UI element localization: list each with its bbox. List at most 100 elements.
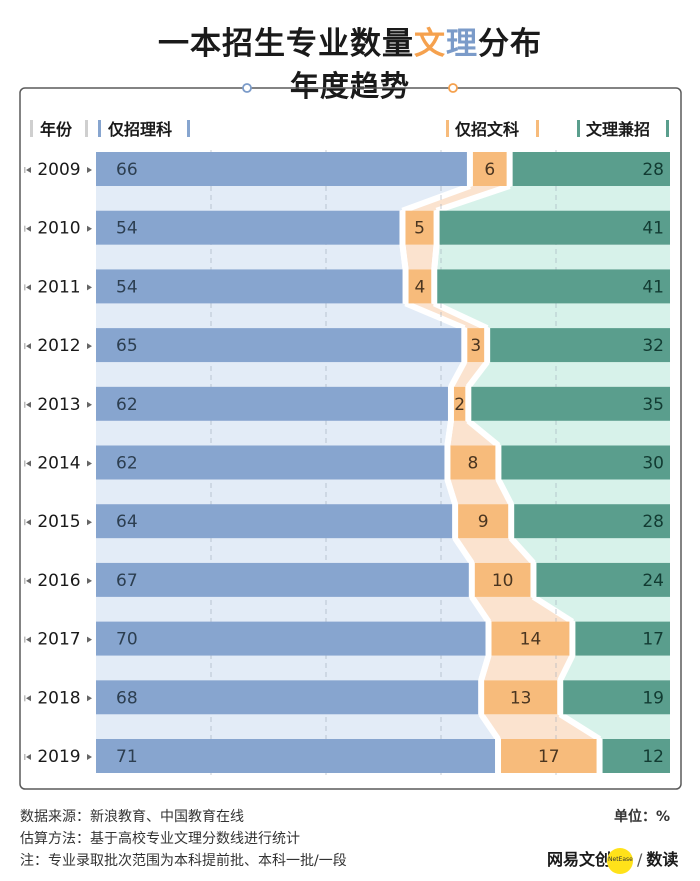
both-value-label: 28 bbox=[642, 512, 664, 532]
science-band bbox=[96, 538, 469, 563]
both-bar bbox=[602, 739, 670, 773]
both-bar bbox=[563, 680, 670, 715]
right-arrow-icon bbox=[87, 284, 92, 291]
year-label: 2019 bbox=[37, 747, 80, 767]
frame-dot-blue bbox=[242, 83, 252, 93]
right-arrow-icon bbox=[87, 519, 92, 526]
science-value-label: 54 bbox=[116, 219, 138, 239]
both-band bbox=[563, 655, 670, 681]
science-bar bbox=[96, 621, 486, 656]
both-bar bbox=[514, 504, 670, 539]
band-separator bbox=[444, 478, 458, 506]
arts-value-label: 9 bbox=[478, 512, 489, 532]
both-value-label: 12 bbox=[642, 747, 664, 767]
band-separator bbox=[557, 654, 576, 682]
both-header: 文理兼招 bbox=[586, 120, 650, 139]
band-separator bbox=[452, 536, 475, 565]
both-bar bbox=[437, 269, 670, 304]
brand-sub: 数读 bbox=[646, 850, 679, 869]
both-band bbox=[536, 596, 670, 622]
year-tick bbox=[24, 460, 26, 467]
arts-value-label: 14 bbox=[520, 630, 542, 650]
band-separator bbox=[495, 478, 514, 506]
arts-bar bbox=[484, 680, 558, 715]
science-value-label: 64 bbox=[116, 512, 138, 532]
both-bar bbox=[471, 386, 670, 421]
year-label: 2018 bbox=[37, 688, 80, 708]
year-label: 2016 bbox=[37, 571, 80, 591]
year-tick bbox=[24, 343, 26, 350]
science-value-label: 68 bbox=[116, 688, 138, 708]
band-separator bbox=[404, 300, 466, 331]
arts-band bbox=[484, 714, 597, 739]
left-arrow-icon bbox=[26, 636, 31, 643]
science-bar bbox=[96, 680, 479, 715]
left-arrow-icon bbox=[26, 284, 31, 291]
science-band bbox=[96, 479, 453, 505]
both-value-label: 28 bbox=[642, 160, 664, 180]
both-value-label: 19 bbox=[642, 688, 664, 708]
left-arrow-icon bbox=[26, 695, 31, 702]
science-bar bbox=[96, 445, 445, 480]
both-band bbox=[563, 714, 670, 739]
right-arrow-icon bbox=[87, 460, 92, 467]
both-band bbox=[437, 244, 670, 270]
left-arrow-icon bbox=[26, 343, 31, 350]
year-tick bbox=[24, 401, 26, 408]
science-value-label: 70 bbox=[116, 630, 138, 650]
year-tick bbox=[24, 754, 26, 760]
left-arrow-icon bbox=[26, 577, 31, 584]
both-band bbox=[471, 362, 670, 387]
arts-value-label: 2 bbox=[454, 395, 465, 415]
arts-band bbox=[450, 479, 509, 505]
band-separator bbox=[508, 536, 536, 565]
band-separator bbox=[469, 595, 491, 624]
arts-bar bbox=[472, 152, 507, 186]
science-bar bbox=[96, 562, 469, 597]
both-bar bbox=[575, 621, 670, 656]
year-tick bbox=[24, 167, 26, 173]
chart-subtitle: 年度趋势 bbox=[289, 69, 410, 103]
arts-value-label: 4 bbox=[414, 277, 425, 297]
right-arrow-icon bbox=[87, 577, 92, 584]
arts-value-label: 5 bbox=[414, 219, 425, 239]
science-bar bbox=[96, 739, 496, 773]
title-part-2: 理 bbox=[446, 26, 478, 62]
year-label: 2009 bbox=[37, 160, 80, 180]
science-band bbox=[96, 596, 486, 622]
both-value-label: 41 bbox=[642, 219, 664, 239]
arts-bar bbox=[491, 621, 570, 656]
arts-header-marker-left bbox=[446, 120, 449, 137]
year-tick bbox=[24, 519, 26, 526]
left-arrow-icon bbox=[26, 754, 31, 760]
arts-bar bbox=[405, 210, 434, 245]
science-value-label: 71 bbox=[116, 747, 138, 767]
right-arrow-icon bbox=[87, 167, 92, 173]
title-part-1: 文 bbox=[414, 26, 446, 62]
right-arrow-icon bbox=[87, 401, 92, 408]
arts-band bbox=[474, 596, 570, 622]
arts-header-marker-right bbox=[536, 120, 539, 137]
brand-small: NetEase bbox=[608, 855, 633, 863]
both-bar bbox=[536, 562, 670, 597]
both-value-label: 30 bbox=[642, 454, 664, 474]
band-separator bbox=[448, 360, 467, 389]
band-separator bbox=[531, 594, 575, 625]
right-arrow-icon bbox=[87, 636, 92, 643]
arts-bar bbox=[450, 445, 496, 480]
year-tick bbox=[24, 577, 26, 584]
both-value-label: 35 bbox=[642, 395, 664, 415]
science-value-label: 67 bbox=[116, 571, 138, 591]
science-band bbox=[96, 303, 462, 329]
left-arrow-icon bbox=[26, 460, 31, 467]
arts-bar bbox=[458, 504, 509, 539]
science-header-marker-right bbox=[187, 120, 190, 137]
arts-band bbox=[450, 420, 496, 446]
arts-band bbox=[405, 244, 434, 270]
right-arrow-icon bbox=[87, 754, 92, 760]
year-tick bbox=[24, 695, 26, 702]
science-bar bbox=[96, 269, 403, 304]
arts-band bbox=[458, 538, 531, 563]
year-label: 2011 bbox=[37, 277, 80, 297]
both-band bbox=[501, 479, 670, 505]
